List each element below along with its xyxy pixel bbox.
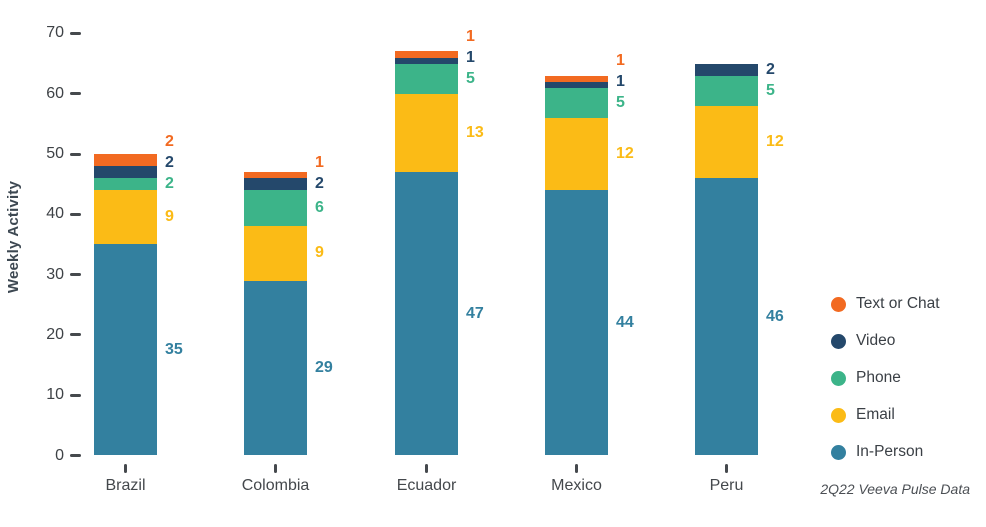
- value-label-email: 13: [466, 123, 484, 141]
- bar-segment-email: [395, 93, 458, 173]
- legend-label: In-Person: [856, 443, 924, 460]
- legend-swatch-icon: [831, 407, 846, 423]
- bar-segment-phone: [244, 190, 307, 227]
- bar-segment-text-or-chat: [395, 51, 458, 58]
- value-label-in-person: 46: [766, 307, 784, 325]
- value-label-in-person: 35: [165, 340, 183, 358]
- value-label-email: 9: [315, 244, 324, 262]
- x-axis-tick: [725, 464, 728, 473]
- value-label-phone: 5: [616, 93, 625, 111]
- bar-segment-phone: [695, 75, 758, 106]
- y-axis-tick-label: 10: [46, 386, 64, 404]
- y-axis-tick-label: 20: [46, 325, 64, 343]
- bar-segment-video: [244, 178, 307, 191]
- y-axis-tick-label: 60: [46, 84, 64, 102]
- value-label-email: 9: [165, 208, 174, 226]
- value-label-in-person: 44: [616, 313, 634, 331]
- category-label: Brazil: [105, 477, 146, 494]
- y-axis-tick: [70, 333, 81, 337]
- legend: Text or Chat Video Phone Email In-Person: [824, 292, 940, 477]
- y-axis-tick-label: 70: [46, 24, 64, 42]
- value-label-phone: 6: [315, 199, 324, 217]
- value-label-text-or-chat: 1: [466, 27, 475, 45]
- category-label: Mexico: [551, 477, 602, 494]
- y-axis-tick-label: 0: [55, 446, 64, 464]
- value-label-phone: 5: [766, 81, 775, 99]
- value-label-video: 1: [616, 72, 625, 90]
- legend-item-in-person: In-Person: [824, 440, 940, 464]
- value-label-text-or-chat: 1: [315, 154, 324, 172]
- bar-segment-email: [545, 117, 608, 191]
- y-axis-tick-label: 30: [46, 265, 64, 283]
- x-axis-tick: [425, 464, 428, 473]
- y-axis-tick: [70, 31, 81, 35]
- bar-segment-video: [695, 63, 758, 76]
- legend-item-text-or-chat: Text or Chat: [824, 292, 940, 316]
- legend-label: Email: [856, 406, 895, 423]
- bar-segment-text-or-chat: [545, 75, 608, 82]
- x-axis-tick: [274, 464, 277, 473]
- bar-segment-text-or-chat: [94, 154, 157, 167]
- bar-segment-in-person: [395, 172, 458, 456]
- bar-segment-phone: [395, 63, 458, 94]
- value-label-text-or-chat: 2: [165, 133, 174, 151]
- bar-segment-video: [94, 166, 157, 179]
- bar-segment-video: [545, 81, 608, 88]
- value-label-email: 12: [616, 145, 634, 162]
- y-axis-title: Weekly Activity: [5, 180, 22, 294]
- category-label: Peru: [709, 477, 744, 494]
- y-axis-tick: [70, 393, 81, 397]
- value-label-video: 1: [466, 48, 475, 66]
- legend-label: Phone: [856, 369, 901, 386]
- legend-label: Text or Chat: [856, 295, 940, 312]
- y-axis-tick: [70, 152, 81, 156]
- legend-label: Video: [856, 332, 896, 349]
- value-label-video: 2: [766, 60, 775, 78]
- value-label-phone: 2: [165, 175, 174, 193]
- legend-swatch-icon: [831, 296, 846, 312]
- value-label-phone: 5: [466, 69, 475, 87]
- legend-item-video: Video: [824, 329, 940, 353]
- legend-swatch-icon: [831, 370, 846, 386]
- x-axis-tick: [575, 464, 578, 473]
- x-axis-tick: [124, 464, 127, 473]
- bar-segment-phone: [94, 178, 157, 191]
- value-label-in-person: 29: [315, 359, 333, 377]
- bar-segment-email: [244, 226, 307, 281]
- legend-swatch-icon: [831, 444, 846, 460]
- bar-segment-phone: [545, 87, 608, 118]
- bar-segment-in-person: [695, 178, 758, 456]
- bar-segment-text-or-chat: [244, 172, 307, 179]
- bar-segment-email: [94, 190, 157, 245]
- value-label-video: 2: [165, 154, 174, 172]
- bar-segment-email: [695, 105, 758, 179]
- legend-swatch-icon: [831, 333, 846, 349]
- value-label-video: 2: [315, 175, 324, 193]
- y-axis-tick: [70, 273, 81, 277]
- y-axis-tick-label: 40: [46, 205, 64, 223]
- y-axis-tick-label: 50: [46, 145, 64, 162]
- value-label-text-or-chat: 1: [616, 51, 625, 69]
- bar-segment-in-person: [545, 190, 608, 456]
- legend-item-phone: Phone: [824, 366, 940, 390]
- bar-segment-in-person: [94, 244, 157, 456]
- category-label: Colombia: [241, 477, 310, 494]
- value-label-email: 12: [766, 132, 784, 150]
- bar-segment-in-person: [244, 280, 307, 456]
- category-label: Ecuador: [396, 477, 457, 494]
- y-axis-tick: [70, 92, 81, 96]
- y-axis-tick: [70, 212, 81, 216]
- legend-item-email: Email: [824, 403, 940, 427]
- footnote-source: 2Q22 Veeva Pulse Data: [820, 481, 970, 497]
- value-label-in-person: 47: [466, 304, 484, 322]
- y-axis-tick: [70, 454, 81, 457]
- bar-segment-video: [395, 57, 458, 64]
